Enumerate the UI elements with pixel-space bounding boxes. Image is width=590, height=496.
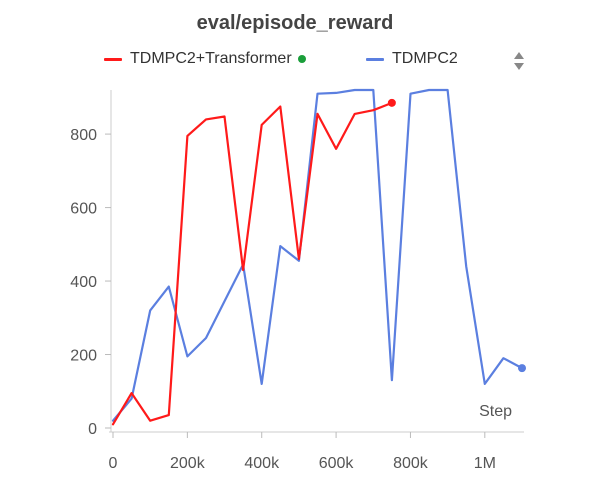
legend-item-series-1[interactable]: TDMPC2+Transformer	[104, 50, 306, 68]
y-tick-label: 400	[70, 274, 97, 291]
x-tick-label: 600k	[319, 455, 355, 472]
legend-swatch-series-2	[366, 57, 384, 61]
y-tick-label: 200	[70, 348, 97, 365]
legend-swatch-series-1	[104, 57, 122, 61]
series-end-point-2	[518, 364, 526, 373]
series-line-2	[111, 88, 524, 422]
legend-label-series-1: TDMPC2+Transformer	[130, 50, 292, 67]
x-axis-label: Step	[479, 403, 512, 420]
legend-label-series-2: TDMPC2	[392, 50, 458, 67]
legend-status-dot-icon	[297, 55, 306, 63]
chart-title: eval/episode_reward	[196, 12, 394, 34]
series-line-1	[111, 101, 393, 426]
x-tick-label: 800k	[393, 455, 429, 472]
x-tick-label: 400k	[244, 455, 280, 472]
y-tick-label: 800	[70, 127, 97, 144]
legend-item-series-2[interactable]: TDMPC2	[366, 50, 458, 68]
series-layer	[111, 88, 526, 426]
axes: 0 200 400 600 800 0 200k 400k 600k 800k 1M	[70, 90, 524, 472]
y-tick-label: 0	[88, 421, 97, 438]
x-tick-label: 1M	[474, 455, 496, 472]
x-tick-label: 0	[109, 455, 118, 472]
sort-toggle-icon[interactable]	[512, 50, 526, 72]
series-end-point-1	[387, 98, 396, 107]
legend: TDMPC2+Transformer TDMPC2	[104, 50, 544, 72]
y-tick-label: 600	[70, 201, 97, 218]
x-tick-label: 200k	[170, 455, 206, 472]
